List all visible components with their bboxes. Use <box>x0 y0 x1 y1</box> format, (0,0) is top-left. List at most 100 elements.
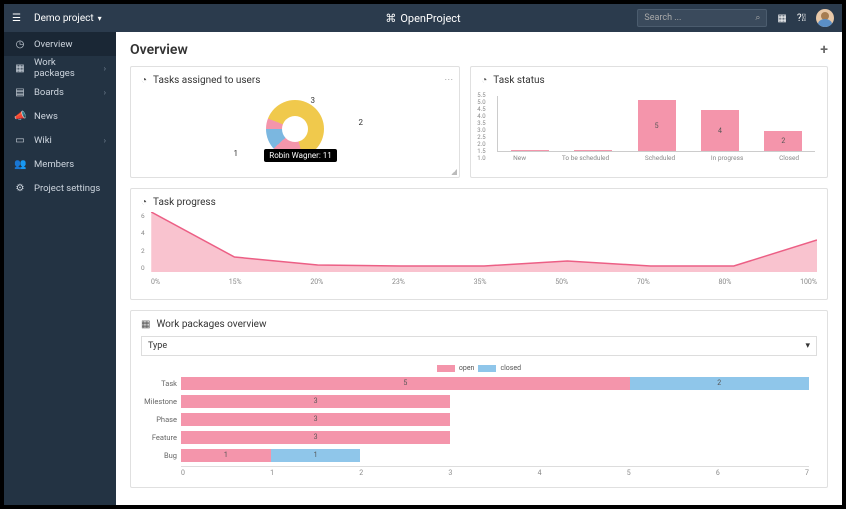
x-label: 50% <box>555 278 568 286</box>
sidebar-item-wiki[interactable]: ▭Wiki› <box>4 128 116 152</box>
nav-icon: ⚙ <box>14 183 26 194</box>
x-label: 35% <box>474 278 487 286</box>
hbar-row[interactable]: Task52 <box>181 376 809 390</box>
x-label: 100% <box>800 278 817 286</box>
slice-label: 1 <box>233 149 238 158</box>
hamburger-icon[interactable]: ☰ <box>12 13 26 24</box>
widget-task-status: ◔ Task status 5.55.04.54.03.53.02.52.01.… <box>470 66 828 178</box>
pie-icon: ◔ <box>141 197 147 208</box>
bar[interactable]: 4 <box>701 110 739 151</box>
bar[interactable]: 5 <box>638 100 676 151</box>
legend-swatch <box>437 365 455 372</box>
sidebar-item-members[interactable]: 👥 Members <box>4 152 116 176</box>
x-label: 15% <box>229 278 242 286</box>
row-label: Milestone <box>141 397 177 406</box>
x-label: 70% <box>637 278 650 286</box>
bar-value: 5 <box>638 122 676 130</box>
type-select[interactable]: Type ▾ <box>141 336 817 356</box>
legend-label: open <box>459 364 475 372</box>
chart-legend: open closed <box>141 364 817 372</box>
widget-work-packages: ▦ Work packages overview Type ▾ open clos… <box>130 310 828 488</box>
hbar-row[interactable]: Feature3 <box>181 430 809 444</box>
bar[interactable] <box>574 150 612 151</box>
hbar-row[interactable]: Bug11 <box>181 448 809 462</box>
project-name: Demo project <box>34 13 94 24</box>
sidebar-item-label: Project settings <box>34 183 106 194</box>
calendar-icon: ▦ <box>141 319 150 330</box>
chevron-down-icon: ▾ <box>805 341 810 351</box>
row-label: Phase <box>141 415 177 424</box>
x-label: 23% <box>392 278 405 286</box>
sidebar-item-label: News <box>34 111 106 122</box>
x-tick: 7 <box>805 469 809 477</box>
sidebar-item-overview[interactable]: ◷Overview <box>4 32 116 56</box>
sidebar-item-label: Members <box>34 159 106 170</box>
widget-task-progress: ◔ Task progress 6420 0%15%20%23%35%50%70… <box>130 188 828 300</box>
chevron-down-icon: ▾ <box>98 14 102 23</box>
sidebar-item-boards[interactable]: ▤Boards› <box>4 80 116 104</box>
chevron-right-icon: › <box>104 64 106 73</box>
x-tick: 4 <box>538 469 542 477</box>
help-icon[interactable]: ?⃝ <box>797 13 806 24</box>
bar-segment-open[interactable]: 3 <box>181 413 450 426</box>
search-placeholder: Search ... <box>644 13 755 23</box>
resize-handle[interactable] <box>449 167 457 175</box>
pie-icon: ◔ <box>481 75 487 86</box>
row-label: Feature <box>141 433 177 442</box>
row-label: Task <box>141 379 177 388</box>
bar-segment-closed[interactable]: 1 <box>271 449 361 462</box>
horizontal-bar-chart[interactable]: Task52Milestone3Phase3Feature3Bug1101234… <box>141 376 817 481</box>
sidebar-item-news[interactable]: 📣 News <box>4 104 116 128</box>
nav-icon: 👥 <box>14 159 26 170</box>
nav-icon: ▤ <box>14 87 26 98</box>
legend-swatch <box>478 365 496 372</box>
row-label: Bug <box>141 451 177 460</box>
bar[interactable]: 2 <box>764 131 802 151</box>
widget-title: Work packages overview <box>156 319 266 330</box>
x-label: 80% <box>718 278 731 286</box>
sidebar-item-work-packages[interactable]: ▦Work packages› <box>4 56 116 80</box>
add-widget-button[interactable]: + <box>820 42 828 58</box>
bar-value: 2 <box>764 137 802 145</box>
bar-segment-open[interactable]: 1 <box>181 449 271 462</box>
bar-segment-open[interactable]: 5 <box>181 377 630 390</box>
x-tick: 3 <box>448 469 452 477</box>
x-tick: 0 <box>181 469 185 477</box>
logo-icon: ⌘ <box>385 12 396 25</box>
app-brand[interactable]: ⌘ OpenProject <box>385 12 460 25</box>
slice-label: 3 <box>311 96 316 105</box>
x-label: 20% <box>310 278 323 286</box>
hbar-row[interactable]: Milestone3 <box>181 394 809 408</box>
hbar-row[interactable]: Phase3 <box>181 412 809 426</box>
legend-label: closed <box>500 364 521 372</box>
widget-title: Task status <box>493 75 544 86</box>
x-label: To be scheduled <box>562 154 609 162</box>
bar-segment-open[interactable]: 3 <box>181 431 450 444</box>
sidebar-item-project-settings[interactable]: ⚙ Project settings <box>4 176 116 200</box>
page-title: Overview <box>130 42 188 58</box>
x-tick: 5 <box>627 469 631 477</box>
x-tick: 2 <box>359 469 363 477</box>
nav-icon: ▭ <box>14 135 26 146</box>
x-tick: 6 <box>716 469 720 477</box>
bar-chart[interactable]: 5 4 2 <box>497 96 815 152</box>
nav-icon: ▦ <box>14 63 26 74</box>
nav-icon: ◷ <box>14 39 26 50</box>
modules-icon[interactable]: ▦ <box>777 13 786 24</box>
bar-segment-open[interactable]: 3 <box>181 395 450 408</box>
app-name: OpenProject <box>400 12 460 25</box>
slice-label: 2 <box>358 118 363 127</box>
widget-tasks-assigned: ⋯ ◔ Tasks assigned to users 3 2 1 Robin … <box>130 66 460 178</box>
top-bar: ☰ Demo project ▾ ⌘ OpenProject Search ..… <box>4 4 842 32</box>
x-label: Closed <box>779 154 799 162</box>
search-input[interactable]: Search ... ⌕ <box>637 9 767 27</box>
area-chart[interactable] <box>141 212 817 272</box>
avatar[interactable] <box>816 9 834 27</box>
project-selector[interactable]: Demo project ▾ <box>34 13 102 24</box>
nav-icon: 📣 <box>14 111 26 122</box>
x-tick: 1 <box>270 469 274 477</box>
bar[interactable] <box>511 150 549 151</box>
drag-handle-icon[interactable]: ⋯ <box>444 75 453 85</box>
x-label: 0% <box>151 278 160 286</box>
bar-segment-closed[interactable]: 2 <box>630 377 809 390</box>
